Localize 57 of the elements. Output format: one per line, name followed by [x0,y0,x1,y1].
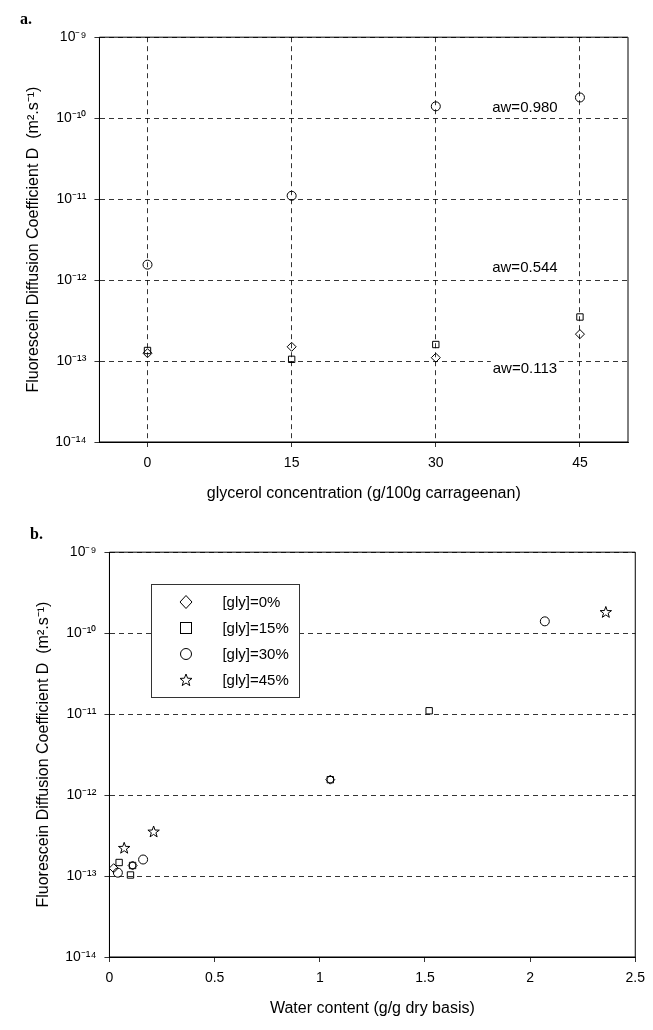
legend-label: [gly]=0% [222,593,281,611]
point [287,355,296,364]
point [112,867,123,878]
x-tick-label: 0 [143,454,152,471]
x-tick-label: 1 [315,969,324,986]
point [576,313,584,321]
x-tick-label: 2 [526,969,535,986]
annotation: aw=0.113 [492,359,558,377]
point [430,101,441,112]
point [109,863,119,874]
x-tick-label: 1.5 [415,969,435,986]
point [138,854,149,865]
point [539,616,550,627]
chart-title: a. [20,9,32,27]
point [147,825,160,838]
x-tick-label: 45 [572,454,588,471]
x-tick-label: 15 [283,454,300,471]
x-tick-label: 30 [428,454,444,471]
x-tick-label: 0.5 [204,969,225,986]
point [430,352,441,363]
legend-label: [gly]=30% [222,645,289,663]
chart-title: b. [30,524,43,542]
annotation: aw=0.980 [492,98,558,116]
point [117,841,131,854]
annotation: aw=0.544 [492,258,558,276]
point [574,329,585,340]
x-axis-title: Water content (g/g dry basis) [269,998,475,1016]
y-tick-label: 10⁻¹¹ [66,704,97,721]
point [425,707,433,715]
point [599,605,613,618]
y-tick-label: 10⁻¹² [66,785,97,802]
y-tick-label: 10⁻⁹ [69,543,97,560]
y-tick-label: 10⁻¹² [56,270,87,287]
y-tick-label: 10⁻¹⁴ [65,947,97,964]
x-axis-title: glycerol concentration (g/100g carrageenan) [206,483,521,501]
point [115,858,123,867]
point [142,348,153,359]
y-tick-label: 10⁻¹⁰ [56,109,87,126]
legend-label: [gly]=45% [222,671,289,689]
point [286,341,297,352]
x-tick-label: 2.5 [625,969,646,986]
y-tick-label: 10⁻¹¹ [56,189,87,206]
y-tick-label: 10⁻⁹ [59,28,87,45]
point [574,92,585,103]
x-tick-label: 0 [105,969,114,986]
y-tick-label: 10⁻¹⁴ [55,432,87,449]
point [432,340,440,349]
y-tick-label: 10⁻¹⁰ [66,624,97,641]
point [126,871,135,879]
y-tick-label: 10⁻¹³ [56,351,87,368]
y-axis-title: Fluorescein Diffusion Coefficient D (m².s⁻¹) [24,86,42,393]
y-tick-label: 10⁻¹³ [66,866,97,883]
point [286,190,297,201]
legend-label: [gly]=15% [222,619,289,637]
y-axis-title: Fluorescein Diffusion Coefficient D (m².s⁻¹) [34,601,52,908]
point [143,346,152,355]
point [142,259,153,270]
